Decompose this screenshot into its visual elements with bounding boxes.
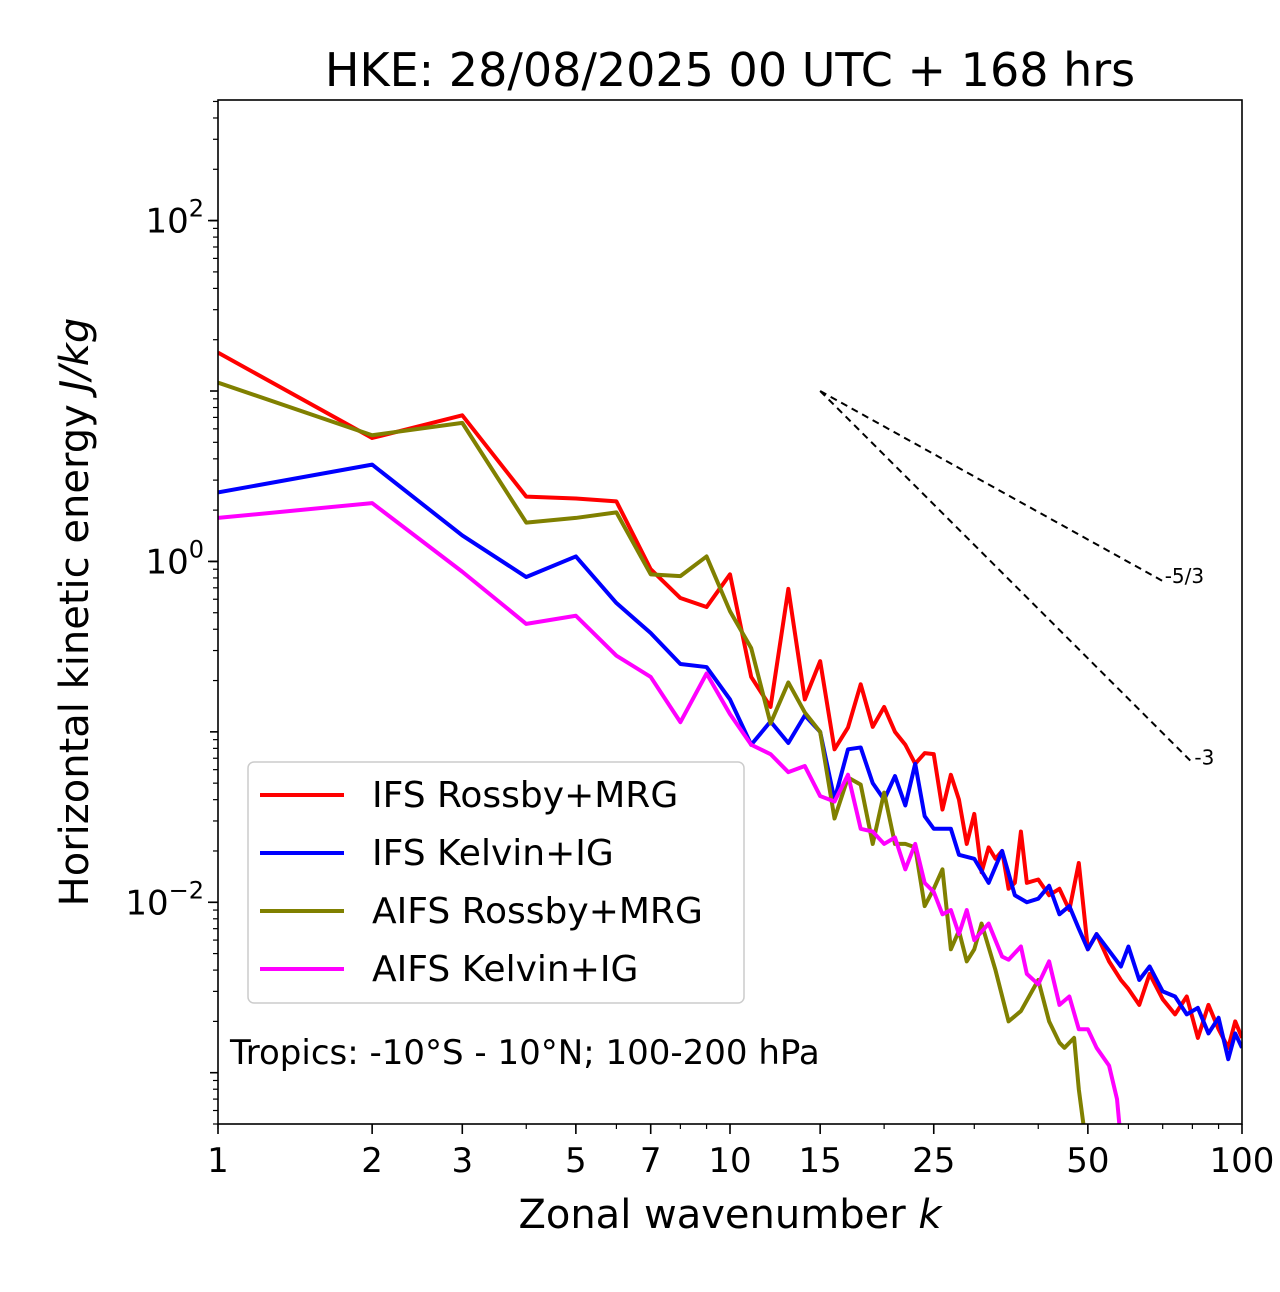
- x-axis-label: Zonal wavenumber k: [518, 1192, 943, 1238]
- legend-label: IFS Rossby+MRG: [372, 775, 678, 816]
- chart-title: HKE: 28/08/2025 00 UTC + 168 hrs: [325, 43, 1135, 97]
- legend: IFS Rossby+MRG IFS Kelvin+IG AIFS Rossby+M…: [247, 761, 745, 1004]
- series-line-ifs-kelvin-ig: [218, 462, 1242, 1062]
- y-axis-label: Horizontal kinetic energy J/kg: [52, 318, 98, 907]
- series-line-ifs-rossby-mrg: [218, 350, 1242, 1050]
- x-tick-label: 2: [361, 1141, 383, 1181]
- reference-slope-label: -3: [1194, 746, 1214, 770]
- x-tick-label: 7: [640, 1141, 662, 1181]
- legend-label: IFS Kelvin+IG: [372, 833, 614, 874]
- x-tick-label: 5: [565, 1141, 587, 1181]
- x-tick-label: 50: [1066, 1141, 1109, 1181]
- legend-box: [247, 761, 745, 1004]
- plot-frame: [217, 99, 1243, 1125]
- series-lines: [218, 350, 1242, 1124]
- x-tick-label: 10: [708, 1141, 751, 1181]
- legend-label: AIFS Rossby+MRG: [372, 891, 703, 932]
- x-tick-label: 15: [799, 1141, 842, 1181]
- x-tick-label: 100: [1210, 1141, 1275, 1181]
- reference-slope-line: [819, 390, 1164, 582]
- axis-ticks: 1 2 3 5 7 10 15 25 50 100 102 100 10−2: [125, 100, 1275, 1181]
- x-tick-label: 25: [912, 1141, 955, 1181]
- reference-slope-line: [819, 390, 1194, 764]
- reference-slope-label: -5/3: [1165, 564, 1204, 588]
- x-tick-label: 3: [451, 1141, 473, 1181]
- y-tick-label: 102: [145, 195, 204, 242]
- x-tick-label: 1: [207, 1141, 229, 1181]
- y-tick-label: 100: [145, 535, 204, 582]
- reference-slopes: -5/3 -3: [819, 390, 1214, 770]
- legend-label: AIFS Kelvin+IG: [372, 949, 638, 990]
- series-line-aifs-rossby-mrg: [218, 380, 1086, 1124]
- y-tick-label: 10−2: [125, 876, 204, 923]
- series-line-aifs-kelvin-ig: [218, 501, 1122, 1124]
- region-annotation: Tropics: -10°S - 10°N; 100-200 hPa: [229, 1033, 820, 1073]
